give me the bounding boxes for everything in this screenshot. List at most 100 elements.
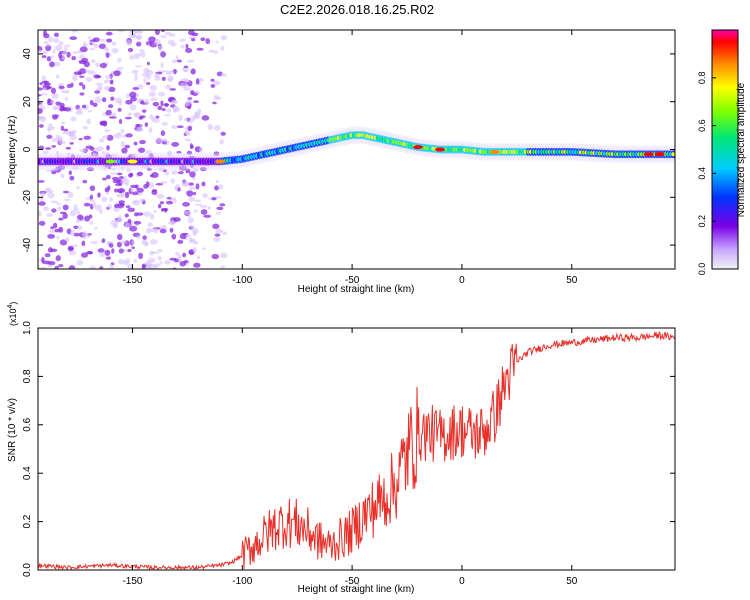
snr-data-point (110, 565, 111, 566)
spectrogram-noise-speck (60, 125, 65, 131)
spectrogram-noise-speck (222, 231, 228, 236)
spectrogram-noise-speck (129, 30, 137, 36)
spectrogram-noise-speck (136, 212, 144, 216)
snr-data-point (198, 567, 199, 568)
spectrogram-noise-speck (150, 213, 155, 220)
spectrogram-noise-speck (132, 200, 138, 204)
spectrogram-noise-speck (68, 265, 76, 269)
spectrogram-noise-speck (71, 130, 78, 133)
snr-x-tick-label: -100 (232, 576, 252, 587)
spectrogram-noise-speck (63, 107, 72, 112)
spectrogram-noise-speck (181, 181, 188, 187)
spectrogram-noise-speck (202, 193, 209, 198)
figure-title: C2E2.2026.018.16.25.R02 (280, 2, 434, 17)
spectrogram-noise-speck (149, 239, 158, 245)
spectrogram-noise-speck (66, 152, 71, 156)
spectrogram-noise-speck (104, 85, 111, 91)
spectrogram-noise-speck (154, 75, 161, 81)
spectrogram-noise-speck (116, 67, 124, 70)
spectrogram-noise-speck (94, 90, 101, 94)
spectrogram-noise-speck (169, 88, 177, 91)
spectrogram-noise-speck (219, 203, 226, 207)
spectrogram-noise-speck (88, 214, 93, 219)
spectrogram-noise-speck (148, 153, 154, 160)
spectrogram-noise-speck (45, 169, 54, 172)
spectrogram-noise-speck (118, 214, 122, 221)
spectrogram-noise-speck (113, 133, 122, 139)
spectrogram-noise-speck (50, 226, 54, 230)
spectrogram-noise-speck (104, 187, 110, 193)
spectrogram-noise-speck (131, 153, 138, 158)
spectrogram-noise-speck (109, 264, 114, 269)
spectrogram-noise-speck (39, 82, 43, 86)
spectrogram-noise-speck (137, 147, 146, 153)
spectrogram-noise-speck (76, 259, 84, 266)
spectrogram-noise-speck (52, 222, 58, 229)
spectrogram-noise-speck (195, 183, 200, 190)
spectrogram-noise-speck (49, 55, 54, 59)
spectrogram-noise-speck (73, 71, 82, 76)
spectrogram-noise-speck (136, 53, 142, 57)
spectrogram-noise-speck (133, 141, 138, 146)
spectrogram-noise-speck (168, 70, 175, 75)
spectrogram-noise-speck (213, 125, 221, 131)
spectrogram-noise-speck (134, 78, 138, 81)
spectrogram-noise-speck (44, 187, 52, 193)
spectrogram-noise-speck (65, 146, 72, 150)
spectrogram-noise-speck (201, 115, 210, 121)
spectrogram-noise-speck (171, 141, 180, 147)
spectrogram-noise-speck (158, 167, 165, 172)
spectrogram-noise-speck (199, 166, 207, 172)
spectrogram-noise-speck (177, 239, 184, 244)
spectrogram-noise-speck (110, 96, 115, 101)
spectrogram-noise-speck (79, 75, 85, 78)
spectrogram-noise-speck (171, 233, 177, 240)
spectrogram-noise-speck (197, 255, 201, 260)
spectrogram-noise-speck (178, 165, 187, 171)
spectrogram-noise-speck (186, 150, 193, 155)
spectrogram-noise-speck (43, 33, 50, 39)
spectrogram-noise-speck (39, 197, 44, 201)
spectrogram-noise-speck (105, 174, 111, 180)
spectrogram-noise-speck (40, 192, 46, 197)
spectrogram-noise-speck (96, 146, 104, 152)
spectrogram-noise-speck (92, 102, 98, 107)
spectrogram-noise-speck (125, 205, 131, 208)
spectrogram-noise-speck (215, 179, 219, 184)
spectrogram-noise-speck (87, 36, 92, 40)
spectrogram-noise-speck (58, 85, 65, 89)
spectrogram-noise-speck (190, 89, 195, 96)
spectrogram-noise-speck (58, 217, 64, 221)
spectrogram-noise-speck (84, 215, 91, 222)
spectrogram-noise-speck (164, 207, 168, 213)
spectrogram-noise-speck (105, 256, 111, 260)
spectrogram-noise-speck (48, 229, 56, 234)
spectrogram-noise-speck (54, 44, 63, 52)
spectrogram-noise-speck (133, 259, 137, 263)
spectrogram-noise-speck (57, 206, 61, 211)
spectrogram-noise-speck (215, 228, 223, 234)
spectrogram-noise-speck (181, 66, 190, 73)
spectrogram-noise-speck (47, 260, 56, 266)
spectrogram-marks (38, 30, 675, 269)
spectrogram-noise-speck (48, 36, 54, 43)
spectrogram-noise-speck (187, 97, 193, 100)
spectrogram-noise-speck (161, 69, 168, 73)
spectrogram-noise-speck (47, 264, 52, 268)
snr-data-point (637, 337, 638, 338)
spectrogram-noise-speck (40, 92, 48, 96)
spectrogram-noise-speck (47, 192, 55, 199)
snr-data-point (450, 431, 451, 432)
spectrogram-noise-speck (194, 203, 202, 207)
spectrogram-noise-speck (120, 128, 125, 133)
spectrogram-noise-speck (125, 258, 130, 263)
spectrogram-hotspot (643, 152, 654, 157)
spectrogram-noise-speck (99, 38, 106, 42)
spectrogram-noise-speck (46, 213, 54, 217)
spectrogram-noise-speck (167, 221, 176, 225)
spectrogram-noise-speck (176, 150, 182, 154)
colorbar-tick-label: 0.2 (697, 215, 707, 228)
spectrogram-noise-speck (106, 145, 110, 151)
spectrogram-noise-speck (188, 182, 194, 186)
spectrogram-noise-speck (220, 252, 228, 259)
